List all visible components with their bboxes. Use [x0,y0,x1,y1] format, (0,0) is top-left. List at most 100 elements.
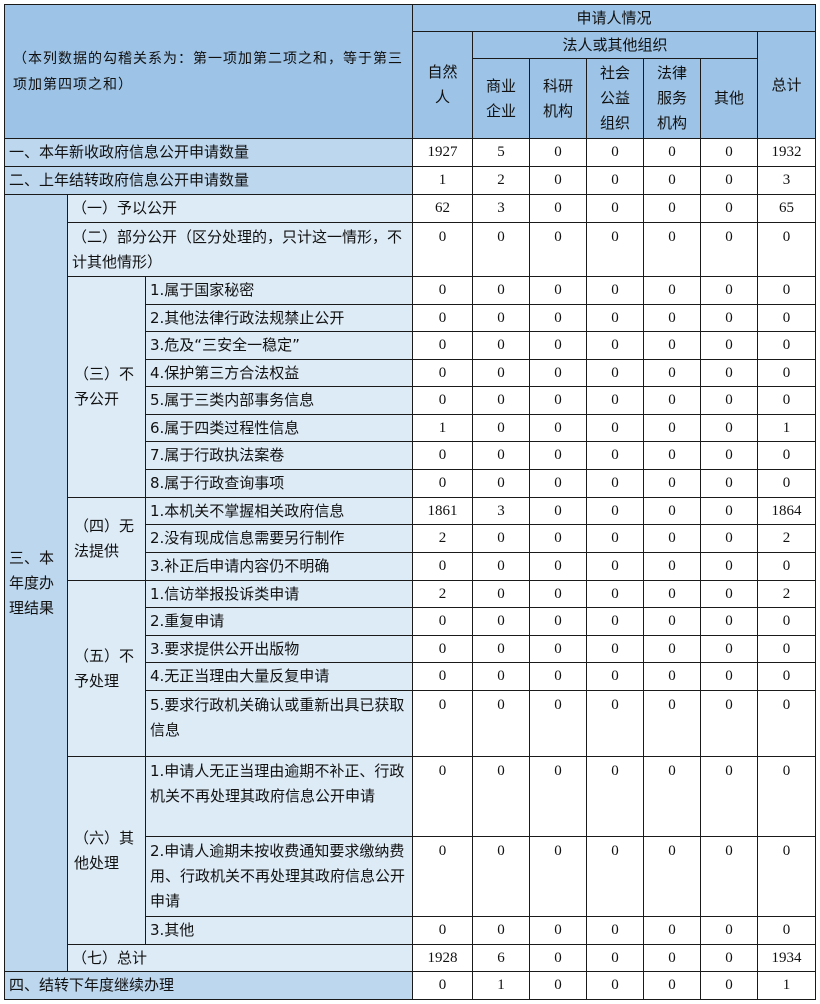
table-row: 四、结转下年度继续办理 0 1 0 0 0 0 1 [4,971,816,1000]
value-cell: 0 [643,971,701,1000]
row-label: 4.无正当理由大量反复申请 [145,662,413,691]
table-row: 3.其他 0 0 0 0 0 0 0 [5,916,816,945]
value-cell: 0 [757,469,816,498]
value-cell: 0 [472,331,530,360]
value-cell: 0 [700,690,758,757]
value-cell: 0 [700,756,758,837]
value-cell: 0 [700,469,758,498]
value-cell: 0 [472,662,530,691]
value-cell: 0 [586,552,644,581]
value-cell: 0 [529,497,587,525]
value-cell: 0 [643,836,701,917]
value-cell: 0 [586,166,644,195]
applicant-header: 申请人情况 [412,4,816,32]
value-cell: 0 [472,756,530,837]
value-cell: 0 [472,359,530,387]
value-cell: 0 [643,662,701,691]
value-cell: 0 [700,916,758,945]
value-cell: 0 [472,441,530,470]
row-label: 6.属于四类过程性信息 [145,414,413,442]
value-cell: 0 [700,836,758,917]
value-cell: 6 [472,944,530,972]
value-cell: 0 [586,944,644,972]
table-row: （五）不予处理 1.信访举报投诉类申请 2 0 0 0 0 0 2 [5,580,816,757]
value-cell: 0 [757,441,816,470]
value-cell: 0 [412,276,473,305]
value-cell: 0 [472,916,530,945]
value-cell: 0 [643,441,701,470]
value-cell: 0 [472,469,530,498]
table-row: 5.属于三类内部事务信息 0 0 0 0 0 0 0 [5,386,816,415]
value-cell: 0 [757,916,816,945]
value-cell: 0 [472,304,530,332]
table-row: （三）不予公开 1.属于国家秘密 0 0 0 0 0 0 0 [5,276,816,498]
value-cell: 0 [529,166,587,195]
row-label: 四、结转下年度继续办理 [4,971,413,1000]
value-cell: 0 [412,836,473,917]
col-natural-person: 自然人 [412,31,473,139]
value-cell: 0 [586,441,644,470]
value-cell: 0 [529,441,587,470]
value-cell: 0 [529,607,587,636]
value-cell: 0 [700,414,758,442]
government-info-disclosure-table: （本列数据的勾稽关系为：第一项加第二项之和，等于第三项加第四项之和） 申请人情况… [4,4,816,1000]
value-cell: 0 [529,635,587,663]
value-cell: 0 [529,386,587,415]
value-cell: 0 [643,222,701,277]
table-note: （本列数据的勾稽关系为：第一项加第二项之和，等于第三项加第四项之和） [4,4,413,139]
table-row: （七）总计 1928 6 0 0 0 0 1934 [5,944,816,972]
value-cell: 0 [529,580,587,608]
table-row: 三、本年度办理结果 （一）予以公开 62 3 0 0 0 0 65 [4,194,816,972]
row-label: 7.属于行政执法案卷 [145,441,413,470]
value-cell: 0 [472,607,530,636]
table-row: 7.属于行政执法案卷 0 0 0 0 0 0 0 [5,441,816,470]
table-row: 6.属于四类过程性信息 1 0 0 0 0 0 1 [5,414,816,442]
row-label: 2.申请人逾期未按收费通知要求缴纳费用、行政机关不再处理其政府信息公开申请 [145,836,413,917]
value-cell: 0 [529,836,587,917]
value-cell: 0 [757,690,816,757]
table-row: 二、上年结转政府信息公开申请数量 1 2 0 0 0 0 3 [4,166,816,195]
value-cell: 0 [472,836,530,917]
value-cell: 0 [586,386,644,415]
value-cell: 0 [700,166,758,195]
value-cell: 3 [757,166,816,195]
value-cell: 0 [412,331,473,360]
value-cell: 0 [643,580,701,608]
value-cell: 1864 [757,497,816,525]
table-row: 2.重复申请 0 0 0 0 0 0 0 [5,607,816,636]
group-label: （五）不予处理 [67,580,146,757]
value-cell: 3 [472,497,530,525]
row-label: 2.没有现成信息需要另行制作 [145,524,413,553]
value-cell: 0 [700,222,758,277]
value-cell: 0 [700,276,758,305]
row-label: 3.补正后申请内容仍不明确 [145,552,413,581]
value-cell: 0 [529,331,587,360]
value-cell: 1 [412,166,473,195]
table-row: 8.属于行政查询事项 0 0 0 0 0 0 0 [5,469,816,498]
value-cell: 0 [412,635,473,663]
value-cell: 0 [643,916,701,945]
table-row: 2.其他法律行政法规禁止公开 0 0 0 0 0 0 0 [5,304,816,332]
row-label: （一）予以公开 [67,194,413,223]
value-cell: 0 [643,756,701,837]
value-cell: 0 [412,359,473,387]
value-cell: 0 [586,662,644,691]
value-cell: 0 [643,276,701,305]
row-label: 1.申请人无正当理由逾期不补正、行政机关不再处理其政府信息公开申请 [145,756,413,837]
value-cell: 0 [472,552,530,581]
value-cell: 0 [529,469,587,498]
value-cell: 0 [472,222,530,277]
value-cell: 0 [700,331,758,360]
group-label: （四）无法提供 [67,497,146,581]
value-cell: 0 [412,386,473,415]
col-other: 其他 [700,58,758,139]
legal-org-header: 法人或其他组织 [472,31,758,59]
value-cell: 0 [529,359,587,387]
row-label: 3.要求提供公开出版物 [145,635,413,663]
col-total: 总计 [757,31,816,139]
value-cell: 0 [643,331,701,360]
value-cell: 0 [643,138,701,167]
value-cell: 1861 [412,497,473,525]
value-cell: 0 [700,662,758,691]
value-cell: 0 [643,194,701,223]
